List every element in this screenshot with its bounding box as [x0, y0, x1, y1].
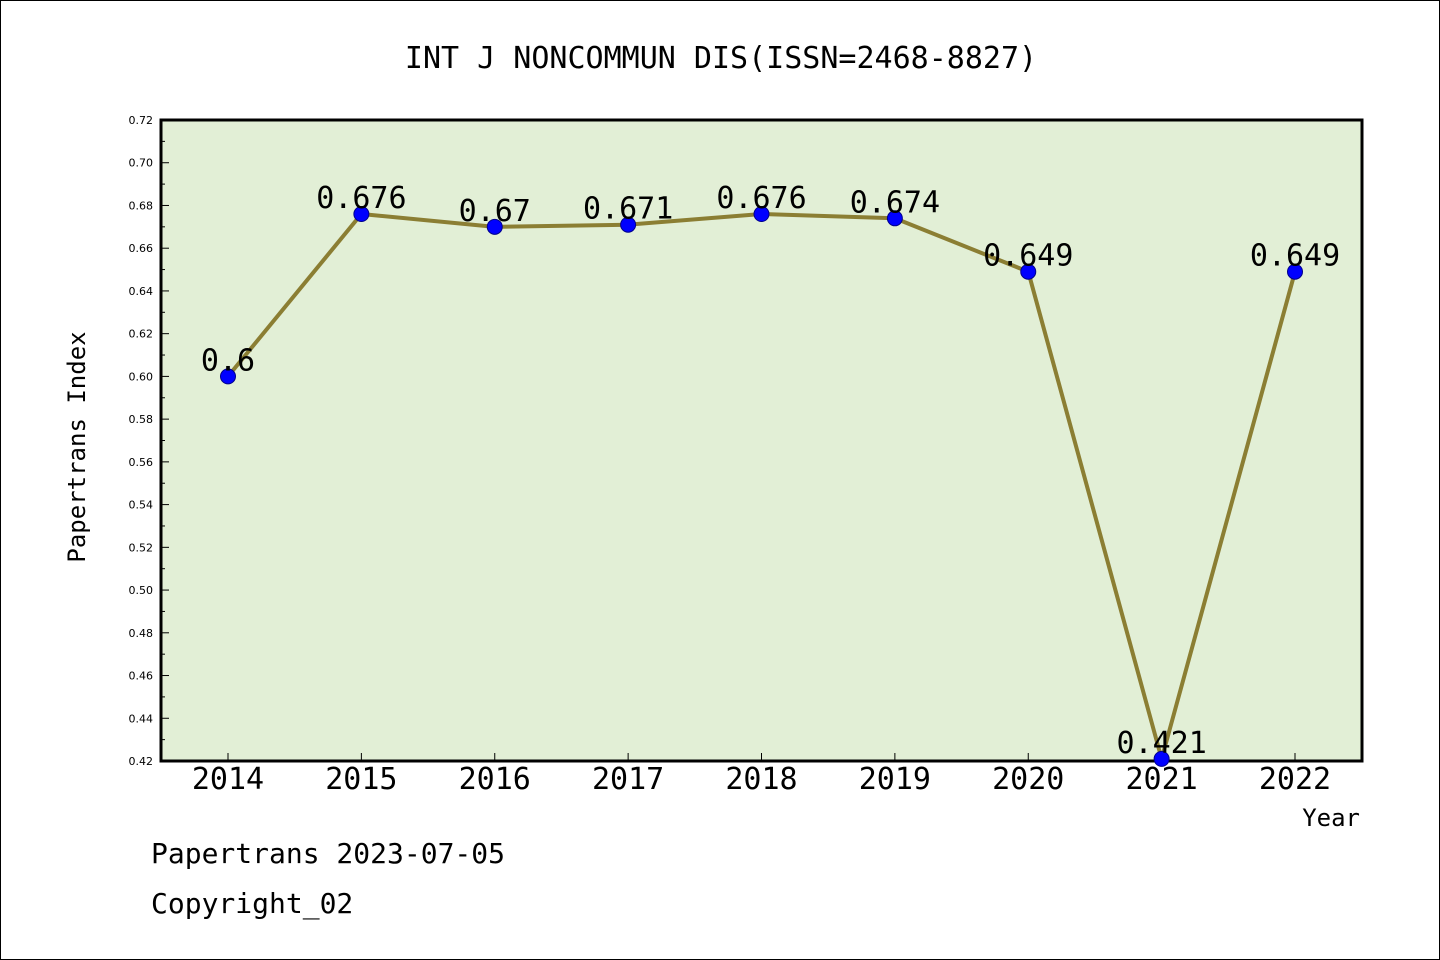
data-point — [620, 216, 637, 233]
data-point — [353, 206, 370, 223]
y-tick-label: 0.60 — [129, 370, 154, 383]
data-point — [1020, 263, 1037, 280]
x-tick-label: 2019 — [859, 762, 931, 797]
data-label: 0.649 — [1250, 239, 1340, 274]
x-tick-label: 2022 — [1259, 762, 1331, 797]
x-tick-label: 2021 — [1126, 762, 1198, 797]
y-tick-label: 0.68 — [129, 199, 154, 212]
x-tick-label: 2016 — [459, 762, 531, 797]
data-label: 0.671 — [583, 192, 673, 227]
y-tick-label: 0.58 — [129, 413, 154, 426]
x-axis: 2014 2015 2016 2017 2018 2019 2020 2021 2022 — [192, 753, 1331, 797]
y-axis-title: Papertrans Index — [63, 331, 91, 562]
footer-date: Papertrans 2023-07-05 — [151, 837, 506, 870]
x-tick-label: 2015 — [325, 762, 397, 797]
y-tick-label: 0.54 — [129, 499, 154, 512]
y-tick-label: 0.52 — [129, 541, 154, 554]
x-tick-label: 2017 — [592, 762, 664, 797]
chart-title: INT J NONCOMMUN DIS(ISSN=2468-8827) — [405, 41, 1037, 76]
data-label: 0.421 — [1116, 726, 1206, 761]
y-tick-label: 0.72 — [129, 114, 154, 127]
x-tick-label: 2014 — [192, 762, 264, 797]
y-tick-label: 0.48 — [129, 627, 154, 640]
y-tick-label: 0.62 — [129, 328, 154, 341]
data-point — [886, 210, 903, 227]
data-label: 0.649 — [983, 239, 1073, 274]
y-tick-label: 0.64 — [129, 285, 154, 298]
y-tick-label: 0.66 — [129, 242, 154, 255]
data-label: 0.674 — [850, 185, 940, 220]
data-point — [1153, 750, 1170, 767]
data-point — [486, 218, 503, 235]
data-label: 0.6 — [201, 343, 255, 378]
data-point — [220, 368, 236, 385]
y-tick-label: 0.46 — [129, 670, 154, 683]
y-tick-label: 0.70 — [129, 157, 154, 170]
data-label: 0.676 — [716, 181, 806, 216]
y-tick-label: 0.42 — [129, 755, 154, 768]
series-group: 0.6 0.676 0.67 0.671 0.676 0.674 0.649 0.421 0.6… — [201, 181, 1340, 767]
y-axis: 0.42 0.44 0.46 0.48 0.50 0.52 0.54 0.56 0.58 0.60… — [129, 114, 169, 768]
x-tick-label: 2020 — [992, 762, 1064, 797]
plot-area — [159, 118, 1364, 763]
footer-copyright: Copyright_02 — [151, 887, 354, 920]
data-point — [753, 206, 770, 223]
data-label: 0.67 — [459, 194, 531, 229]
y-tick-label: 0.50 — [129, 584, 154, 597]
data-point — [1287, 263, 1303, 280]
x-axis-title: Year — [1302, 804, 1360, 832]
y-tick-label: 0.44 — [129, 712, 154, 725]
y-tick-label: 0.56 — [129, 456, 154, 469]
x-tick-label: 2018 — [725, 762, 797, 797]
data-label: 0.676 — [316, 181, 406, 216]
